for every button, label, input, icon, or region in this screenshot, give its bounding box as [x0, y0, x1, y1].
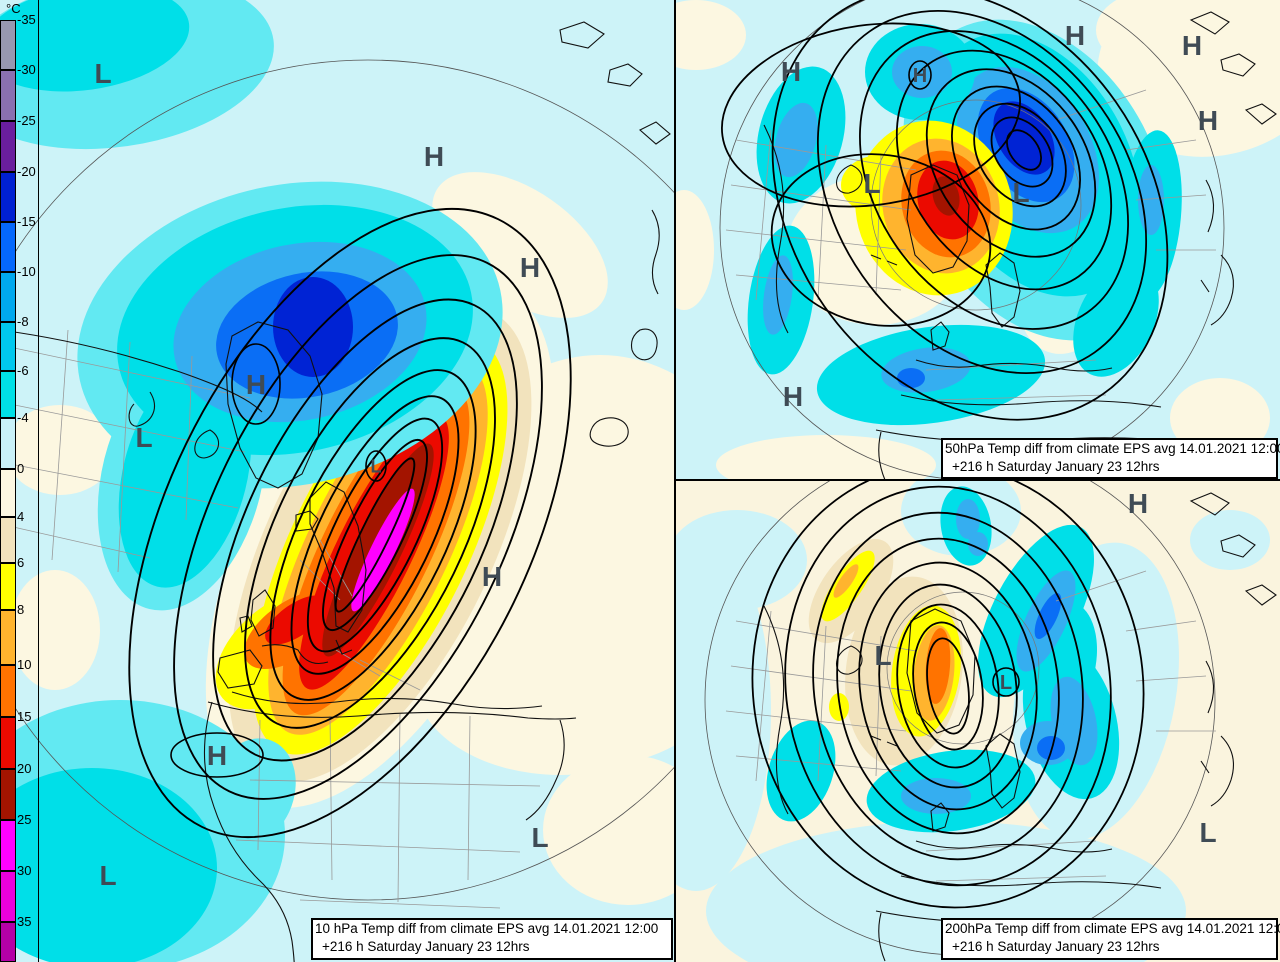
color-scale-tick-label: 30: [17, 863, 32, 878]
high-pressure-marker: H: [482, 561, 502, 592]
color-scale-tick-label: 35: [17, 914, 32, 929]
color-scale-tick-label: -4: [17, 410, 29, 425]
latitude-circle: [0, 59, 676, 901]
high-pressure-marker: H: [520, 252, 540, 283]
color-scale-segment: [0, 469, 16, 517]
map-panel-50hpa: H H H H H L L H: [676, 0, 1280, 481]
country-borders: [0, 329, 541, 909]
high-pressure-marker: H: [246, 369, 266, 400]
color-scale-segment: [0, 222, 16, 272]
map-panel-10hpa: LHHHLLHHLLL: [0, 0, 676, 962]
color-scale-tick-label: 6: [17, 555, 25, 570]
closed-contour-ring: [908, 60, 932, 90]
color-scale-segment: [0, 922, 16, 962]
contour-lines: [721, 0, 1169, 421]
contour-lines: [128, 207, 572, 839]
color-scale-tick-label: -6: [17, 363, 29, 378]
high-pressure-marker: H: [207, 740, 227, 771]
low-pressure-marker: L: [874, 640, 891, 671]
low-pressure-marker: L: [1000, 672, 1012, 694]
pressure-markers: H H H H H L L H: [781, 20, 1218, 412]
panel-divider-horizontal: [676, 479, 1280, 481]
closed-contour-ring: [231, 343, 281, 425]
country-borders: [725, 89, 1216, 401]
low-pressure-marker: L: [99, 860, 116, 891]
color-scale-segment: [0, 322, 16, 371]
coastlines: [763, 492, 1277, 962]
coastlines: [0, 21, 671, 962]
high-pressure-marker: H: [1065, 20, 1085, 51]
title-line-2: +216 h Saturday January 23 12hrs: [952, 939, 1160, 954]
low-pressure-marker: L: [135, 422, 152, 453]
closed-contour-ring: [365, 450, 387, 482]
panel-divider-vertical: [674, 0, 676, 962]
color-scale-segment: [0, 121, 16, 172]
pressure-markers: H L L L: [874, 488, 1216, 848]
color-scale-segment: [0, 871, 16, 922]
color-scale-tick-label: -20: [17, 164, 36, 179]
temp-anomaly-fills: [0, 0, 676, 962]
color-scale-tick-label: 0: [17, 461, 25, 476]
title-box-50hpa: 50hPa Temp diff from climate EPS avg 14.…: [941, 438, 1280, 479]
color-scale-segment: [0, 272, 16, 322]
high-pressure-marker: H: [1182, 30, 1202, 61]
color-scale-tick-label: 25: [17, 812, 32, 827]
color-scale-tick-label: -8: [17, 314, 29, 329]
low-pressure-marker: L: [1012, 177, 1029, 208]
color-scale-tick-label: -30: [17, 62, 36, 77]
temperature-color-scale: °C -35 -30 -25 -20 -15 -10 -8 -6 -4 0 4 6 8 10 15 20 25 3…: [0, 0, 38, 962]
color-scale-segment: [0, 418, 16, 469]
low-pressure-marker: L: [531, 822, 548, 853]
color-scale-segment: [0, 70, 16, 121]
color-scale-segment: [0, 769, 16, 820]
color-scale-tick-label: 10: [17, 657, 32, 672]
low-pressure-marker: L: [94, 58, 111, 89]
low-pressure-marker: L: [371, 456, 382, 476]
color-scale-segment: [0, 563, 16, 610]
map-panel-200hpa: H L L L: [676, 481, 1280, 962]
color-scale-tick-label: -35: [17, 12, 36, 27]
color-scale-segment: [0, 517, 16, 563]
temp-anomaly-fills: [676, 481, 1270, 962]
color-scale-segment: [0, 172, 16, 222]
color-scale-segment: [0, 717, 16, 769]
color-scale-unit-label: °C: [6, 1, 21, 16]
low-pressure-marker: L: [863, 168, 880, 199]
title-line-1: 200hPa Temp diff from climate EPS avg 14…: [945, 921, 1280, 936]
title-box-10hpa: 10 hPa Temp diff from climate EPS avg 14…: [311, 918, 673, 960]
color-scale-tick-label: 15: [17, 709, 32, 724]
title-line-2: +216 h Saturday January 23 12hrs: [952, 459, 1160, 474]
map-frame-line: [38, 0, 39, 962]
closed-contour-ring: [170, 732, 264, 778]
title-box-200hpa: 200hPa Temp diff from climate EPS avg 14…: [941, 918, 1280, 960]
high-pressure-marker: H: [913, 65, 927, 87]
color-scale-tick-label: -25: [17, 113, 36, 128]
color-scale-segment: [0, 820, 16, 871]
high-pressure-marker: H: [781, 56, 801, 87]
color-scale-segment: [0, 610, 16, 665]
title-line-1: 10 hPa Temp diff from climate EPS avg 14…: [315, 921, 659, 936]
color-scale-segment: [0, 20, 16, 70]
color-scale-segment: [0, 665, 16, 717]
high-pressure-marker: H: [1128, 488, 1148, 519]
high-pressure-marker: H: [783, 381, 803, 412]
color-scale-tick-label: -10: [17, 264, 36, 279]
country-borders: [725, 570, 1216, 882]
color-scale-segment: [0, 371, 16, 418]
low-pressure-marker: L: [1199, 817, 1216, 848]
contour-lines: [751, 481, 1145, 909]
title-line-2: +216 h Saturday January 23 12hrs: [322, 939, 530, 954]
color-scale-tick-label: 4: [17, 509, 25, 524]
color-scale-tick-label: 8: [17, 602, 25, 617]
color-scale-tick-label: 20: [17, 761, 32, 776]
color-scale-tick-label: -15: [17, 214, 36, 229]
high-pressure-marker: H: [1198, 105, 1218, 136]
high-pressure-marker: H: [424, 141, 444, 172]
title-line-1: 50hPa Temp diff from climate EPS avg 14.…: [945, 441, 1280, 456]
closed-contour-ring: [992, 667, 1020, 697]
